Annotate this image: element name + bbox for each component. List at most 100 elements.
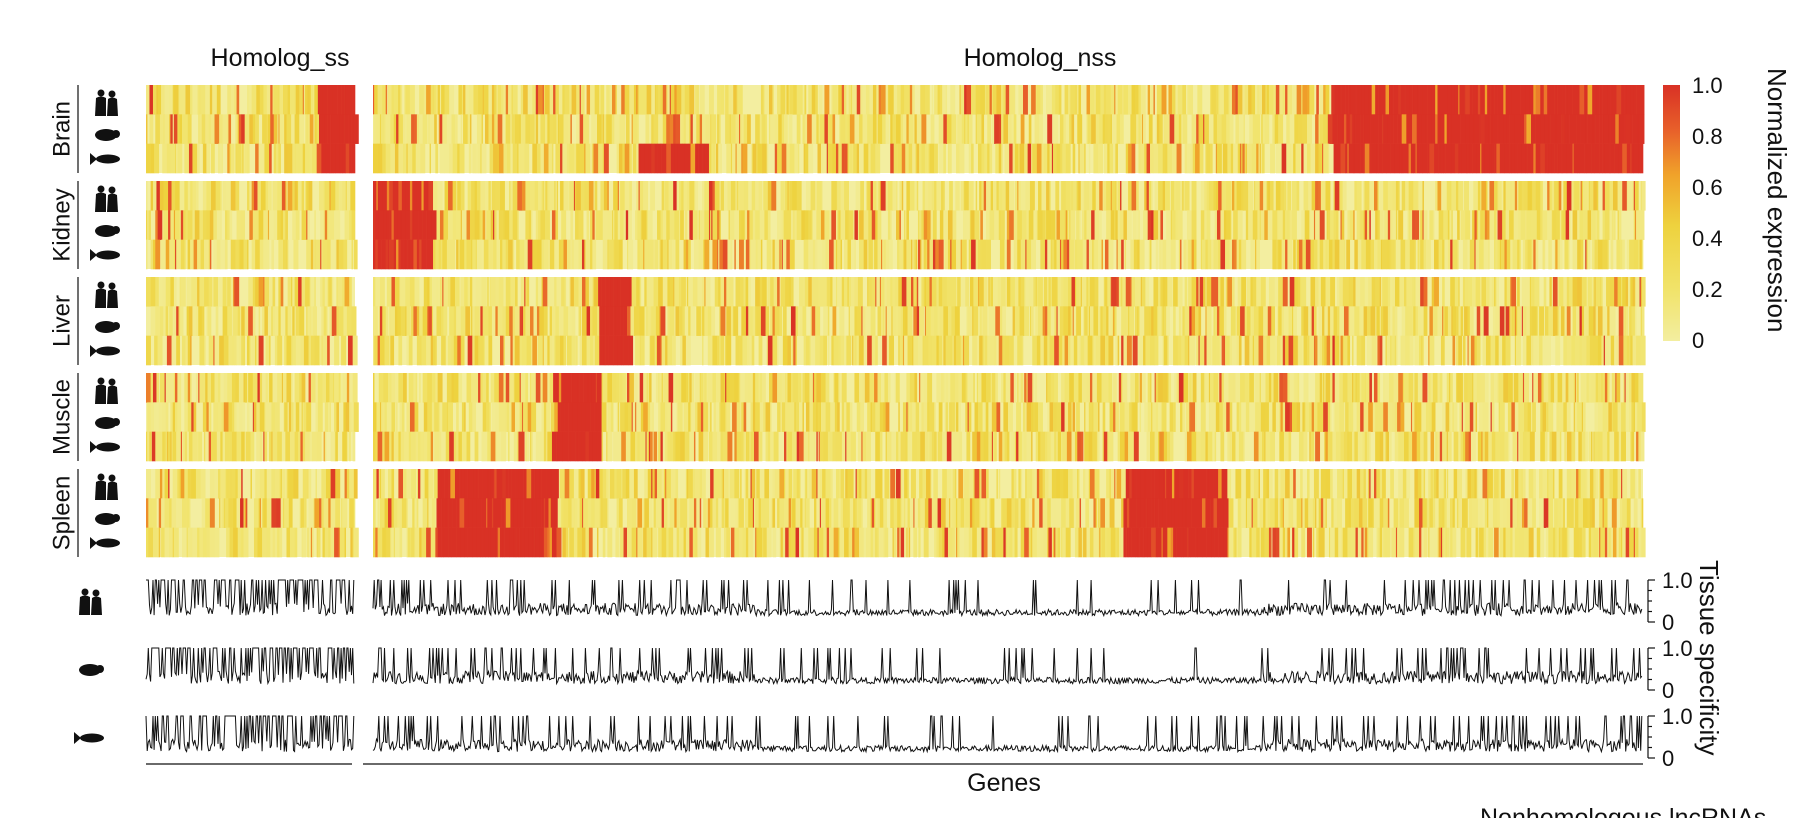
heatmap-cell [173, 306, 177, 336]
heatmap-cell [1252, 335, 1255, 366]
heatmap-cell [1113, 373, 1117, 403]
heatmap-cell [269, 210, 275, 240]
heatmap-cell [913, 114, 915, 144]
heatmap-cell [557, 402, 561, 432]
heatmap-cell [437, 85, 441, 115]
heatmap-cell [234, 335, 237, 366]
heatmap-cell [164, 373, 167, 403]
heatmap-cell [1579, 210, 1584, 240]
heatmap-cell [551, 335, 555, 366]
heatmap-cell [1053, 402, 1057, 432]
heatmap-cell [785, 306, 787, 336]
heatmap-cell [1303, 306, 1309, 336]
heatmap-cell [284, 114, 287, 144]
heatmap-cell [1629, 373, 1632, 403]
heatmap-cell [406, 143, 408, 174]
heatmap-cell [1392, 402, 1396, 432]
heatmap-cell [1640, 181, 1643, 211]
heatmap-cell [423, 277, 428, 307]
heatmap-cell [1514, 114, 1517, 144]
heatmap-cell [1302, 85, 1308, 115]
heatmap-cell [391, 402, 396, 432]
heatmap-cell [870, 306, 876, 336]
heatmap-cell [756, 143, 758, 174]
heatmap-cell [471, 239, 473, 270]
heatmap-cell [606, 306, 608, 336]
heatmap-cell [1099, 210, 1102, 240]
heatmap-cell [881, 277, 885, 307]
heatmap-cell [280, 210, 284, 240]
heatmap-cell [1188, 85, 1194, 115]
heatmap-cell [1049, 335, 1055, 366]
heatmap-cell [1348, 277, 1354, 307]
heatmap-cell [757, 239, 762, 270]
heatmap-cell [248, 373, 254, 403]
heatmap-cell [1599, 85, 1601, 115]
heatmap-cell [968, 181, 974, 211]
heatmap-cell [208, 239, 211, 270]
heatmap-cell [779, 239, 781, 270]
heatmap-cell [351, 239, 353, 270]
heatmap-cell [738, 210, 742, 240]
heatmap-cell [790, 373, 794, 403]
heatmap-cell [715, 143, 719, 174]
heatmap-cell [294, 85, 297, 115]
heatmap-cell [1025, 239, 1027, 270]
heatmap-cell [1084, 335, 1088, 366]
heatmap-cell [997, 277, 1002, 307]
heatmap-cell [1638, 239, 1640, 270]
heatmap-cell [1071, 114, 1075, 144]
heatmap-cell [794, 143, 799, 174]
heatmap-cell [1594, 277, 1596, 307]
heatmap-cell [785, 181, 788, 211]
heatmap-cell [305, 277, 311, 307]
heatmap-cell [494, 85, 497, 115]
heatmap-cell [1108, 239, 1114, 270]
heatmap-cell [788, 85, 791, 115]
heatmap-cell [461, 85, 464, 115]
heatmap-cell [1158, 143, 1164, 174]
heatmap-cell [1415, 306, 1419, 336]
heatmap-cell [556, 181, 559, 211]
heatmap-cell [690, 402, 692, 432]
heatmap-cell [566, 239, 571, 270]
heatmap-cell [242, 143, 244, 174]
heatmap-cell [1398, 85, 1401, 115]
heatmap-cell [1204, 335, 1207, 366]
heatmap-cell [1341, 181, 1344, 211]
heatmap-cell [861, 306, 863, 336]
heatmap-cell [1011, 373, 1015, 403]
heatmap-cell [1323, 143, 1329, 174]
heatmap-cell [1404, 373, 1409, 403]
heatmap-cell [334, 335, 340, 366]
heatmap-cell [745, 306, 749, 336]
heatmap-cell [551, 210, 556, 240]
heatmap-cell [1632, 181, 1635, 211]
heatmap-cell [973, 277, 979, 307]
heatmap-cell [467, 277, 471, 307]
heatmap-cell [860, 85, 863, 115]
heatmap-cell [1413, 373, 1415, 403]
heatmap-cell [1147, 373, 1151, 403]
heatmap-cell [577, 373, 580, 403]
heatmap-cell [960, 181, 964, 211]
heatmap-cell [1565, 373, 1569, 403]
heatmap-cell [708, 210, 711, 240]
heatmap-cell [1524, 114, 1527, 144]
heatmap-cell [1078, 181, 1082, 211]
heatmap-cell [509, 373, 515, 403]
heatmap-cell [292, 210, 297, 240]
heatmap-cell [1498, 402, 1501, 432]
heatmap-cell [306, 306, 308, 336]
heatmap-cell [1519, 373, 1524, 403]
heatmap-cell [1550, 373, 1555, 403]
heatmap-cell [854, 114, 860, 144]
heatmap-cell [384, 335, 390, 366]
heatmap-cell [598, 143, 604, 174]
heatmap-cell [1162, 306, 1165, 336]
heatmap-cell [1229, 335, 1233, 366]
heatmap-cell [636, 143, 639, 174]
heatmap-cell [658, 277, 664, 307]
heatmap-cell [1367, 306, 1371, 336]
heatmap-cell [1423, 277, 1428, 307]
